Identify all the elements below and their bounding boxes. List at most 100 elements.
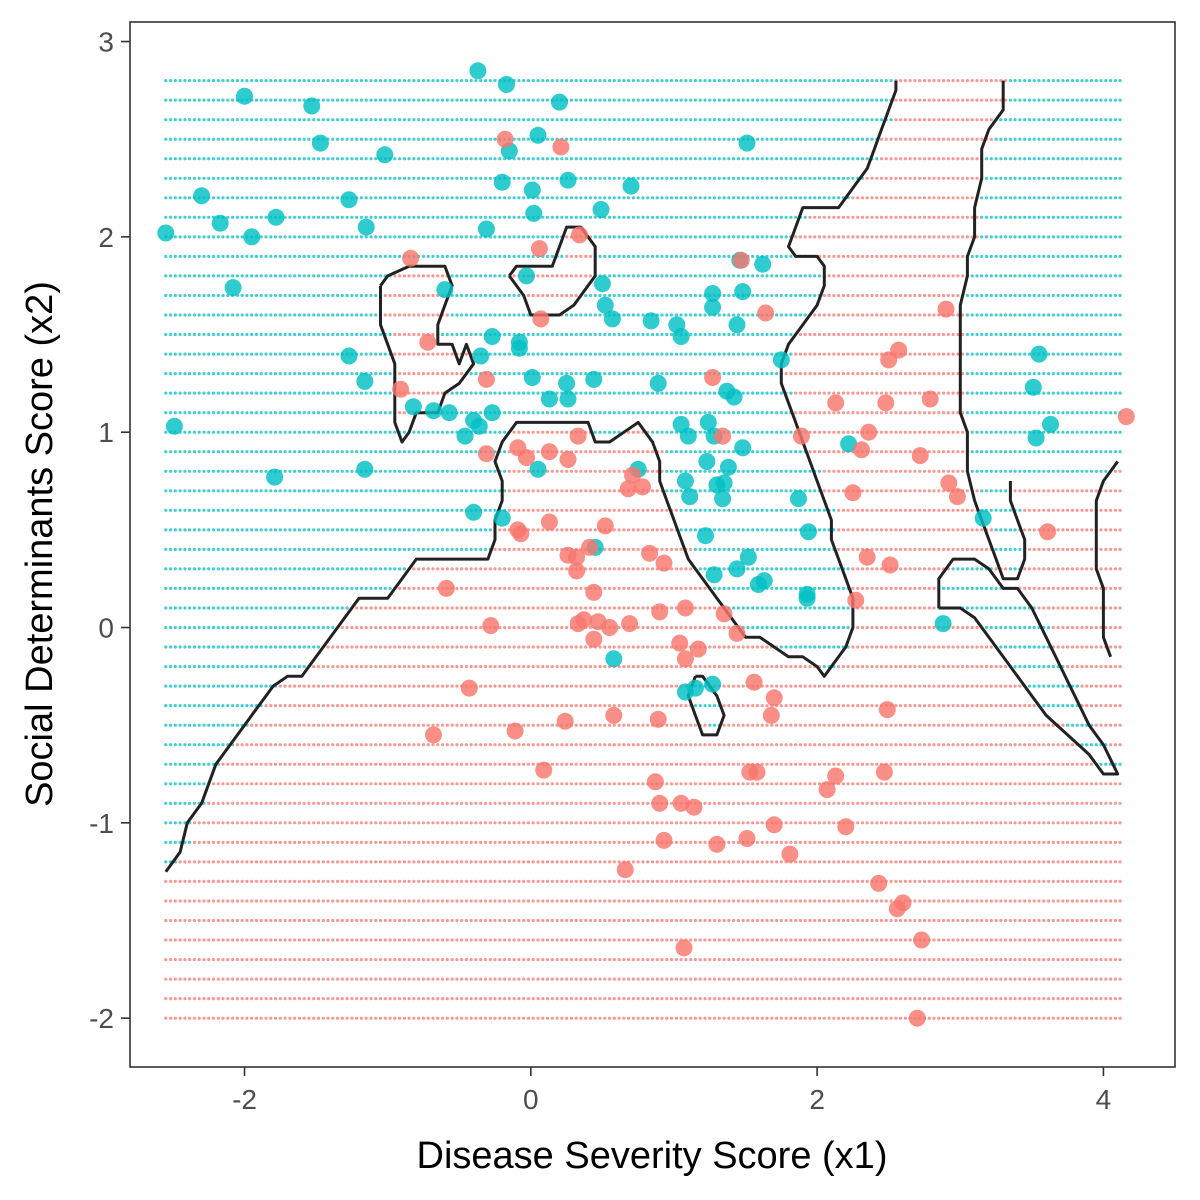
grid-dot bbox=[837, 899, 840, 902]
grid-dot bbox=[851, 841, 854, 844]
grid-dot bbox=[393, 645, 396, 648]
grid-dot bbox=[503, 587, 506, 590]
grid-dot bbox=[627, 1017, 630, 1020]
grid-dot bbox=[312, 997, 315, 1000]
grid-dot bbox=[651, 978, 654, 981]
grid-dot bbox=[556, 821, 559, 824]
grid-dot bbox=[1066, 938, 1069, 941]
grid-dot bbox=[875, 841, 878, 844]
grid-dot bbox=[584, 821, 587, 824]
grid-dot bbox=[780, 802, 783, 805]
grid-dot bbox=[1014, 802, 1017, 805]
grid-dot bbox=[493, 919, 496, 922]
grid-dot bbox=[1085, 841, 1088, 844]
grid-dot bbox=[842, 665, 845, 668]
grid-dot bbox=[389, 626, 392, 629]
grid-dot bbox=[751, 724, 754, 727]
grid-dot bbox=[828, 567, 831, 570]
grid-dot bbox=[909, 802, 912, 805]
grid-dot bbox=[799, 724, 802, 727]
grid-dot bbox=[952, 1017, 955, 1020]
grid-dot bbox=[317, 645, 320, 648]
grid-dot bbox=[1052, 743, 1055, 746]
grid-dot bbox=[1090, 743, 1093, 746]
grid-dot bbox=[202, 978, 205, 981]
grid-dot bbox=[279, 997, 282, 1000]
grid-dot bbox=[269, 724, 272, 727]
grid-dot bbox=[255, 665, 258, 668]
grid-dot bbox=[952, 919, 955, 922]
grid-dot bbox=[789, 802, 792, 805]
grid-dot bbox=[942, 938, 945, 941]
grid-dot bbox=[551, 841, 554, 844]
grid-dot bbox=[808, 841, 811, 844]
grid-dot bbox=[980, 743, 983, 746]
grid-dot bbox=[403, 1017, 406, 1020]
grid-dot bbox=[890, 997, 893, 1000]
grid-dot bbox=[536, 899, 539, 902]
grid-dot bbox=[828, 743, 831, 746]
grid-dot bbox=[212, 587, 215, 590]
grid-dot bbox=[331, 704, 334, 707]
grid-dot bbox=[441, 841, 444, 844]
grid-dot bbox=[870, 763, 873, 766]
grid-dot bbox=[355, 606, 358, 609]
grid-dot bbox=[284, 841, 287, 844]
grid-dot bbox=[828, 997, 831, 1000]
grid-dot bbox=[847, 919, 850, 922]
grid-dot bbox=[985, 704, 988, 707]
grid-dot bbox=[1028, 899, 1031, 902]
grid-dot bbox=[303, 704, 306, 707]
grid-dot bbox=[312, 645, 315, 648]
grid-dot bbox=[465, 841, 468, 844]
grid-dot bbox=[455, 899, 458, 902]
grid-dot bbox=[193, 860, 196, 863]
grid-dot bbox=[484, 919, 487, 922]
grid-dot bbox=[598, 821, 601, 824]
grid-dot bbox=[422, 606, 425, 609]
grid-dot bbox=[408, 782, 411, 785]
grid-dot bbox=[804, 645, 807, 648]
grid-dot bbox=[264, 685, 267, 688]
grid-dot bbox=[1047, 958, 1050, 961]
grid-dot bbox=[1042, 743, 1045, 746]
grid-dot bbox=[556, 665, 559, 668]
grid-dot bbox=[971, 743, 974, 746]
grid-dot bbox=[770, 743, 773, 746]
grid-dot bbox=[384, 645, 387, 648]
grid-dot bbox=[264, 899, 267, 902]
grid-dot bbox=[560, 665, 563, 668]
grid-dot bbox=[675, 958, 678, 961]
grid-dot bbox=[1104, 782, 1107, 785]
grid-dot bbox=[307, 606, 310, 609]
grid-dot bbox=[594, 978, 597, 981]
grid-dot bbox=[804, 704, 807, 707]
grid-dot bbox=[241, 860, 244, 863]
grid-dot bbox=[1061, 899, 1064, 902]
grid-dot bbox=[1076, 606, 1079, 609]
grid-dot bbox=[179, 899, 182, 902]
grid-dot bbox=[536, 860, 539, 863]
grid-dot bbox=[780, 724, 783, 727]
grid-dot bbox=[498, 860, 501, 863]
grid-dot bbox=[556, 1017, 559, 1020]
grid-dot bbox=[260, 743, 263, 746]
grid-dot bbox=[937, 704, 940, 707]
grid-dot bbox=[546, 567, 549, 570]
grid-dot bbox=[460, 782, 463, 785]
grid-dot bbox=[794, 978, 797, 981]
grid-dot bbox=[403, 548, 406, 551]
grid-dot bbox=[393, 704, 396, 707]
grid-dot bbox=[431, 743, 434, 746]
grid-dot bbox=[465, 860, 468, 863]
grid-dot bbox=[899, 724, 902, 727]
grid-dot bbox=[746, 958, 749, 961]
grid-dot bbox=[727, 685, 730, 688]
grid-dot bbox=[517, 997, 520, 1000]
grid-dot bbox=[1109, 704, 1112, 707]
grid-dot bbox=[532, 606, 535, 609]
grid-dot bbox=[961, 938, 964, 941]
grid-dot bbox=[479, 958, 482, 961]
grid-dot bbox=[1095, 899, 1098, 902]
grid-dot bbox=[164, 821, 167, 824]
